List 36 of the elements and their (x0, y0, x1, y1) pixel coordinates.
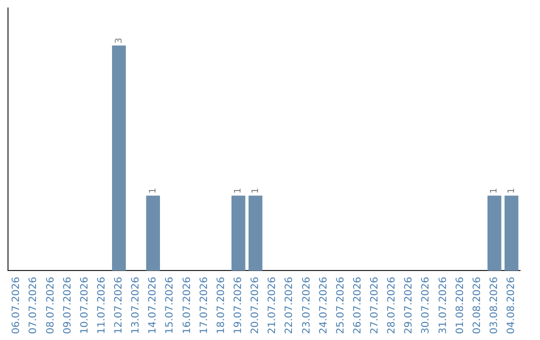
x-tick-label: 20.07.2026 (250, 276, 262, 334)
x-tick-label: 07.07.2026 (28, 276, 40, 334)
x-tick-label: 03.08.2026 (488, 276, 500, 334)
x-tick-label: 09.07.2026 (62, 276, 74, 334)
x-tick-label: 17.07.2026 (198, 276, 210, 334)
x-tick-label: 28.07.2026 (386, 276, 398, 334)
x-tick-label: 25.07.2026 (335, 276, 346, 334)
x-tick-label: 27.07.2026 (370, 276, 381, 334)
x-tick-label: 19.07.2026 (232, 276, 244, 334)
x-tick-label: 22.07.2026 (284, 276, 296, 334)
data-label: 1 (490, 188, 500, 194)
data-label: 1 (234, 188, 244, 194)
x-tick-label: 13.07.2026 (130, 276, 142, 334)
x-tick-label: 31.07.2026 (438, 276, 449, 334)
x-tick-label: 08.07.2026 (45, 276, 56, 334)
x-tick-label: 16.07.2026 (182, 276, 193, 334)
x-tick-label: 02.08.2026 (472, 276, 483, 334)
data-label: 1 (506, 188, 517, 194)
x-tick-label: 14.07.2026 (148, 276, 159, 334)
data-label: 1 (148, 188, 158, 194)
x-tick-label: 26.07.2026 (352, 276, 364, 334)
data-label: 3 (114, 38, 124, 44)
x-tick-label: 15.07.2026 (164, 276, 176, 334)
x-tick-label: 24.07.2026 (318, 276, 330, 334)
x-tick-label: 10.07.2026 (79, 276, 90, 334)
x-tick-label: 30.07.2026 (420, 276, 432, 334)
x-tick-label: 06.07.2026 (11, 276, 22, 334)
x-tick-label: 21.07.2026 (267, 276, 278, 334)
x-tick-label: 11.07.2026 (96, 276, 108, 334)
x-tick-label: 12.07.2026 (114, 276, 125, 334)
x-tick-label: 04.08.2026 (506, 276, 518, 334)
x-tick-label: 18.07.2026 (216, 276, 227, 334)
x-tick-label: 23.07.2026 (301, 276, 312, 334)
x-tick-label: 01.08.2026 (454, 276, 466, 334)
x-tick-label: 29.07.2026 (404, 276, 415, 334)
data-label: 1 (250, 188, 261, 194)
